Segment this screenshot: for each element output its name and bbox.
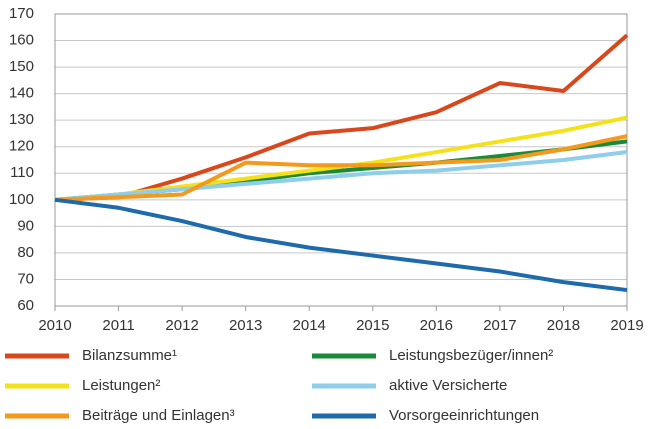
x-tick-label: 2011 xyxy=(102,317,134,334)
series-line xyxy=(54,33,629,202)
x-tick-label: 2017 xyxy=(483,317,516,334)
y-tick-label: 140 xyxy=(9,85,34,102)
legend-label: Vorsorgeeinrichtungen xyxy=(389,407,539,424)
x-tick-label: 2012 xyxy=(165,317,198,334)
y-tick-label: 160 xyxy=(9,32,34,49)
x-tick-label: 2016 xyxy=(420,317,453,334)
series-line xyxy=(54,150,628,202)
x-tick-label: 2015 xyxy=(356,317,389,334)
x-tick-label: 2014 xyxy=(293,317,326,334)
x-tick-label: 2018 xyxy=(547,317,580,334)
y-tick-label: 80 xyxy=(17,244,34,261)
y-tick-label: 90 xyxy=(17,217,34,234)
y-tick-label: 110 xyxy=(10,164,34,181)
legend-label: Beiträge und Einlagen³ xyxy=(82,407,235,424)
y-tick-label: 170 xyxy=(9,5,34,22)
y-tick-label: 150 xyxy=(9,58,34,75)
x-tick-label: 2010 xyxy=(38,317,71,334)
x-tick-label: 2019 xyxy=(610,317,643,334)
x-tick-label: 2013 xyxy=(229,317,262,334)
legend-label: Leistungen² xyxy=(82,377,160,394)
y-tick-label: 130 xyxy=(9,111,34,128)
y-tick-label: 100 xyxy=(9,191,34,208)
series-line xyxy=(54,197,628,293)
y-tick-label: 70 xyxy=(17,270,34,287)
y-tick-label: 120 xyxy=(9,138,34,155)
plot-frame xyxy=(54,13,628,307)
legend-label: Bilanzsumme¹ xyxy=(82,347,177,364)
legend-label: Leistungsbezüger/innen² xyxy=(389,347,553,364)
y-tick-label: 60 xyxy=(17,297,34,314)
series-line xyxy=(54,134,628,202)
legend-label: aktive Versicherte xyxy=(389,377,507,394)
